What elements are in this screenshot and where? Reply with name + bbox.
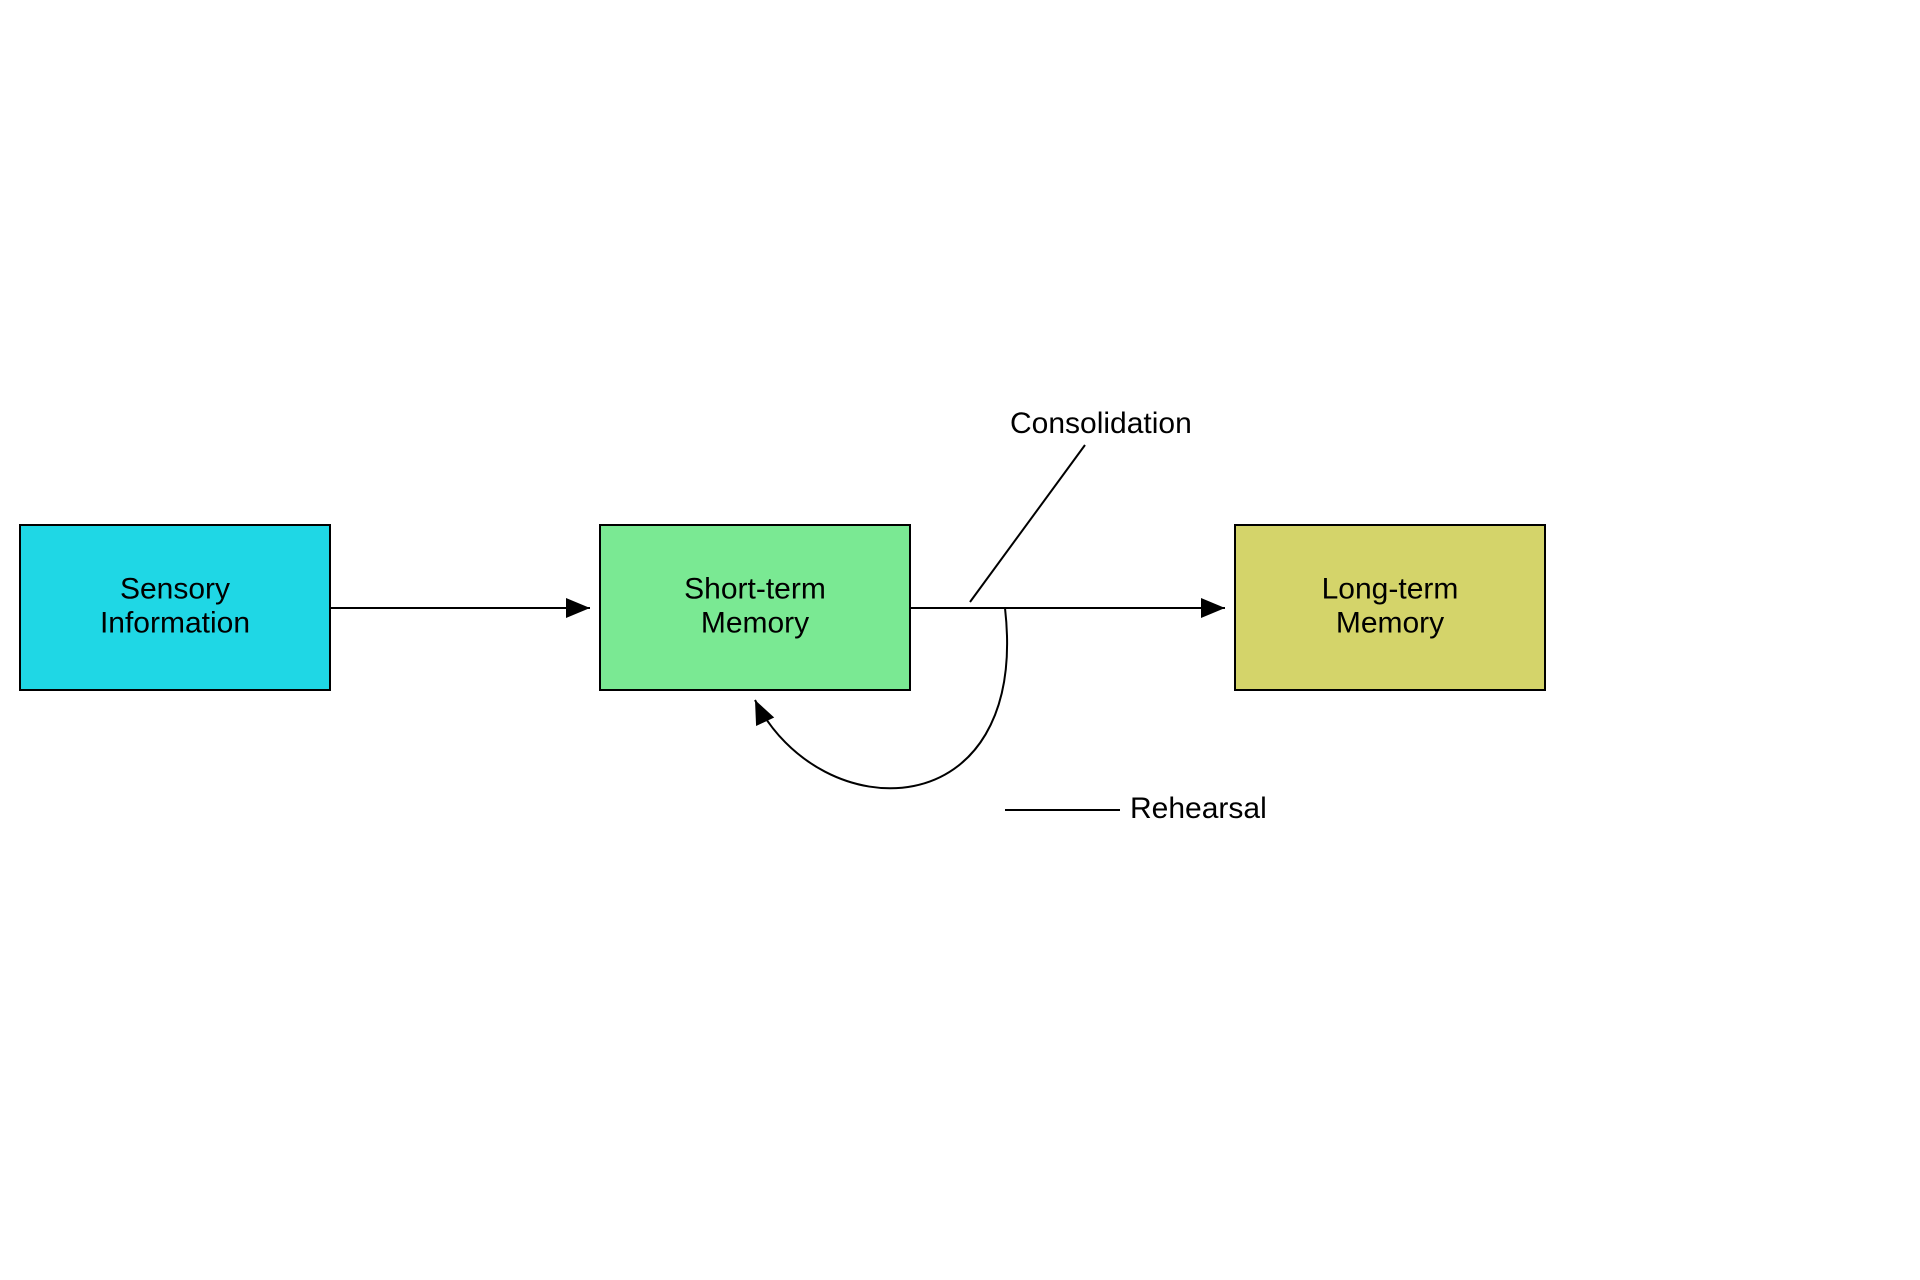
arrowhead-icon: [566, 598, 590, 618]
node-stm: Short-term Memory: [600, 525, 910, 690]
node-ltm-label-line2: Memory: [1336, 606, 1444, 639]
arrowhead-icon: [746, 696, 774, 726]
node-sensory: Sensory Information: [20, 525, 330, 690]
edge-stm-to-ltm: [910, 598, 1225, 618]
node-stm-label-line2: Memory: [701, 606, 809, 639]
annotation-consolidation-text: Consolidation: [1010, 407, 1192, 440]
annotation-consolidation-leader: [970, 445, 1085, 602]
edge-sensory-to-stm: [330, 598, 590, 618]
annotation-rehearsal-text: Rehearsal: [1130, 792, 1267, 825]
node-sensory-label-line2: Information: [100, 606, 250, 639]
node-ltm: Long-term Memory: [1235, 525, 1545, 690]
node-stm-label-line1: Short-term: [684, 572, 826, 605]
node-ltm-label-line1: Long-term: [1322, 572, 1459, 605]
node-sensory-label-line1: Sensory: [120, 572, 230, 605]
annotation-consolidation: Consolidation: [970, 407, 1192, 602]
arrowhead-icon: [1201, 598, 1225, 618]
annotation-rehearsal: Rehearsal: [1005, 792, 1267, 825]
memory-flowchart: Sensory Information Short-term Memory Lo…: [0, 0, 1920, 1280]
